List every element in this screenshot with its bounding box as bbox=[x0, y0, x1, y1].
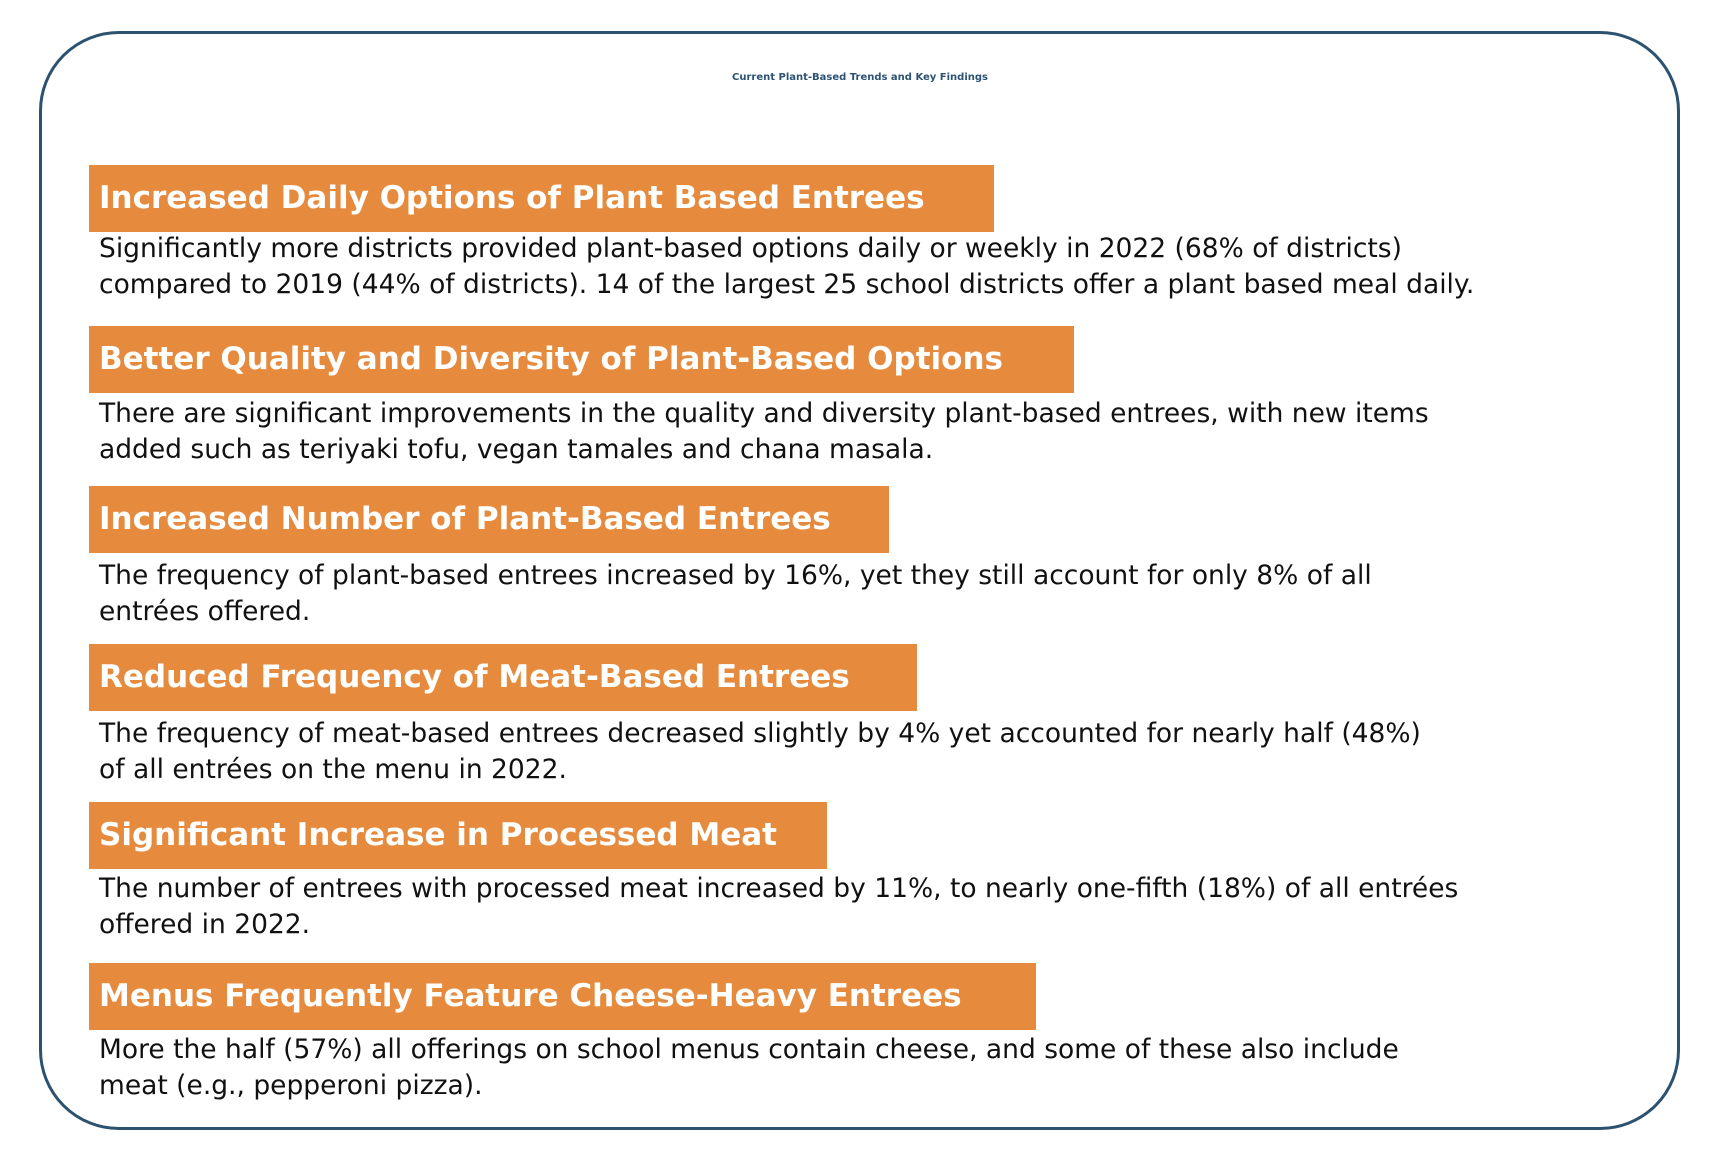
finding-body: The number of entrees with processed mea… bbox=[99, 871, 1458, 943]
finding-line: Significantly more districts provided pl… bbox=[99, 233, 1402, 264]
finding-body: The frequency of meat-based entrees decr… bbox=[99, 716, 1421, 788]
finding-heading: Better Quality and Diversity of Plant-Ba… bbox=[89, 326, 1074, 393]
finding-line: meat (e.g., pepperoni pizza). bbox=[99, 1070, 483, 1101]
finding-heading: Reduced Frequency of Meat-Based Entrees bbox=[89, 644, 917, 711]
finding-line: compared to 2019 (44% of districts). 14 … bbox=[99, 269, 1475, 300]
finding-line: offered in 2022. bbox=[99, 909, 311, 940]
finding-heading: Increased Number of Plant-Based Entrees bbox=[89, 486, 889, 553]
finding-body: The frequency of plant-based entrees inc… bbox=[99, 558, 1372, 630]
finding-body: There are significant improvements in th… bbox=[99, 396, 1429, 468]
finding-line: The frequency of plant-based entrees inc… bbox=[99, 560, 1372, 591]
finding-body: More the half (57%) all offerings on sch… bbox=[99, 1032, 1399, 1104]
finding-line: added such as teriyaki tofu, vegan tamal… bbox=[99, 434, 934, 465]
finding-line: The frequency of meat-based entrees decr… bbox=[99, 718, 1421, 749]
finding-line: The number of entrees with processed mea… bbox=[99, 873, 1459, 904]
finding-line: of all entrées on the menu in 2022. bbox=[99, 754, 567, 785]
finding-line: More the half (57%) all offerings on sch… bbox=[99, 1034, 1399, 1065]
finding-body: Significantly more districts provided pl… bbox=[99, 231, 1474, 303]
page-title: Current Plant-Based Trends and Key Findi… bbox=[732, 72, 988, 83]
finding-line: There are significant improvements in th… bbox=[99, 398, 1429, 429]
finding-heading: Significant Increase in Processed Meat bbox=[89, 802, 827, 869]
findings-card bbox=[39, 31, 1680, 1130]
finding-heading: Menus Frequently Feature Cheese-Heavy En… bbox=[89, 963, 1036, 1030]
finding-line: entrées offered. bbox=[99, 596, 311, 627]
finding-heading: Increased Daily Options of Plant Based E… bbox=[89, 165, 994, 232]
